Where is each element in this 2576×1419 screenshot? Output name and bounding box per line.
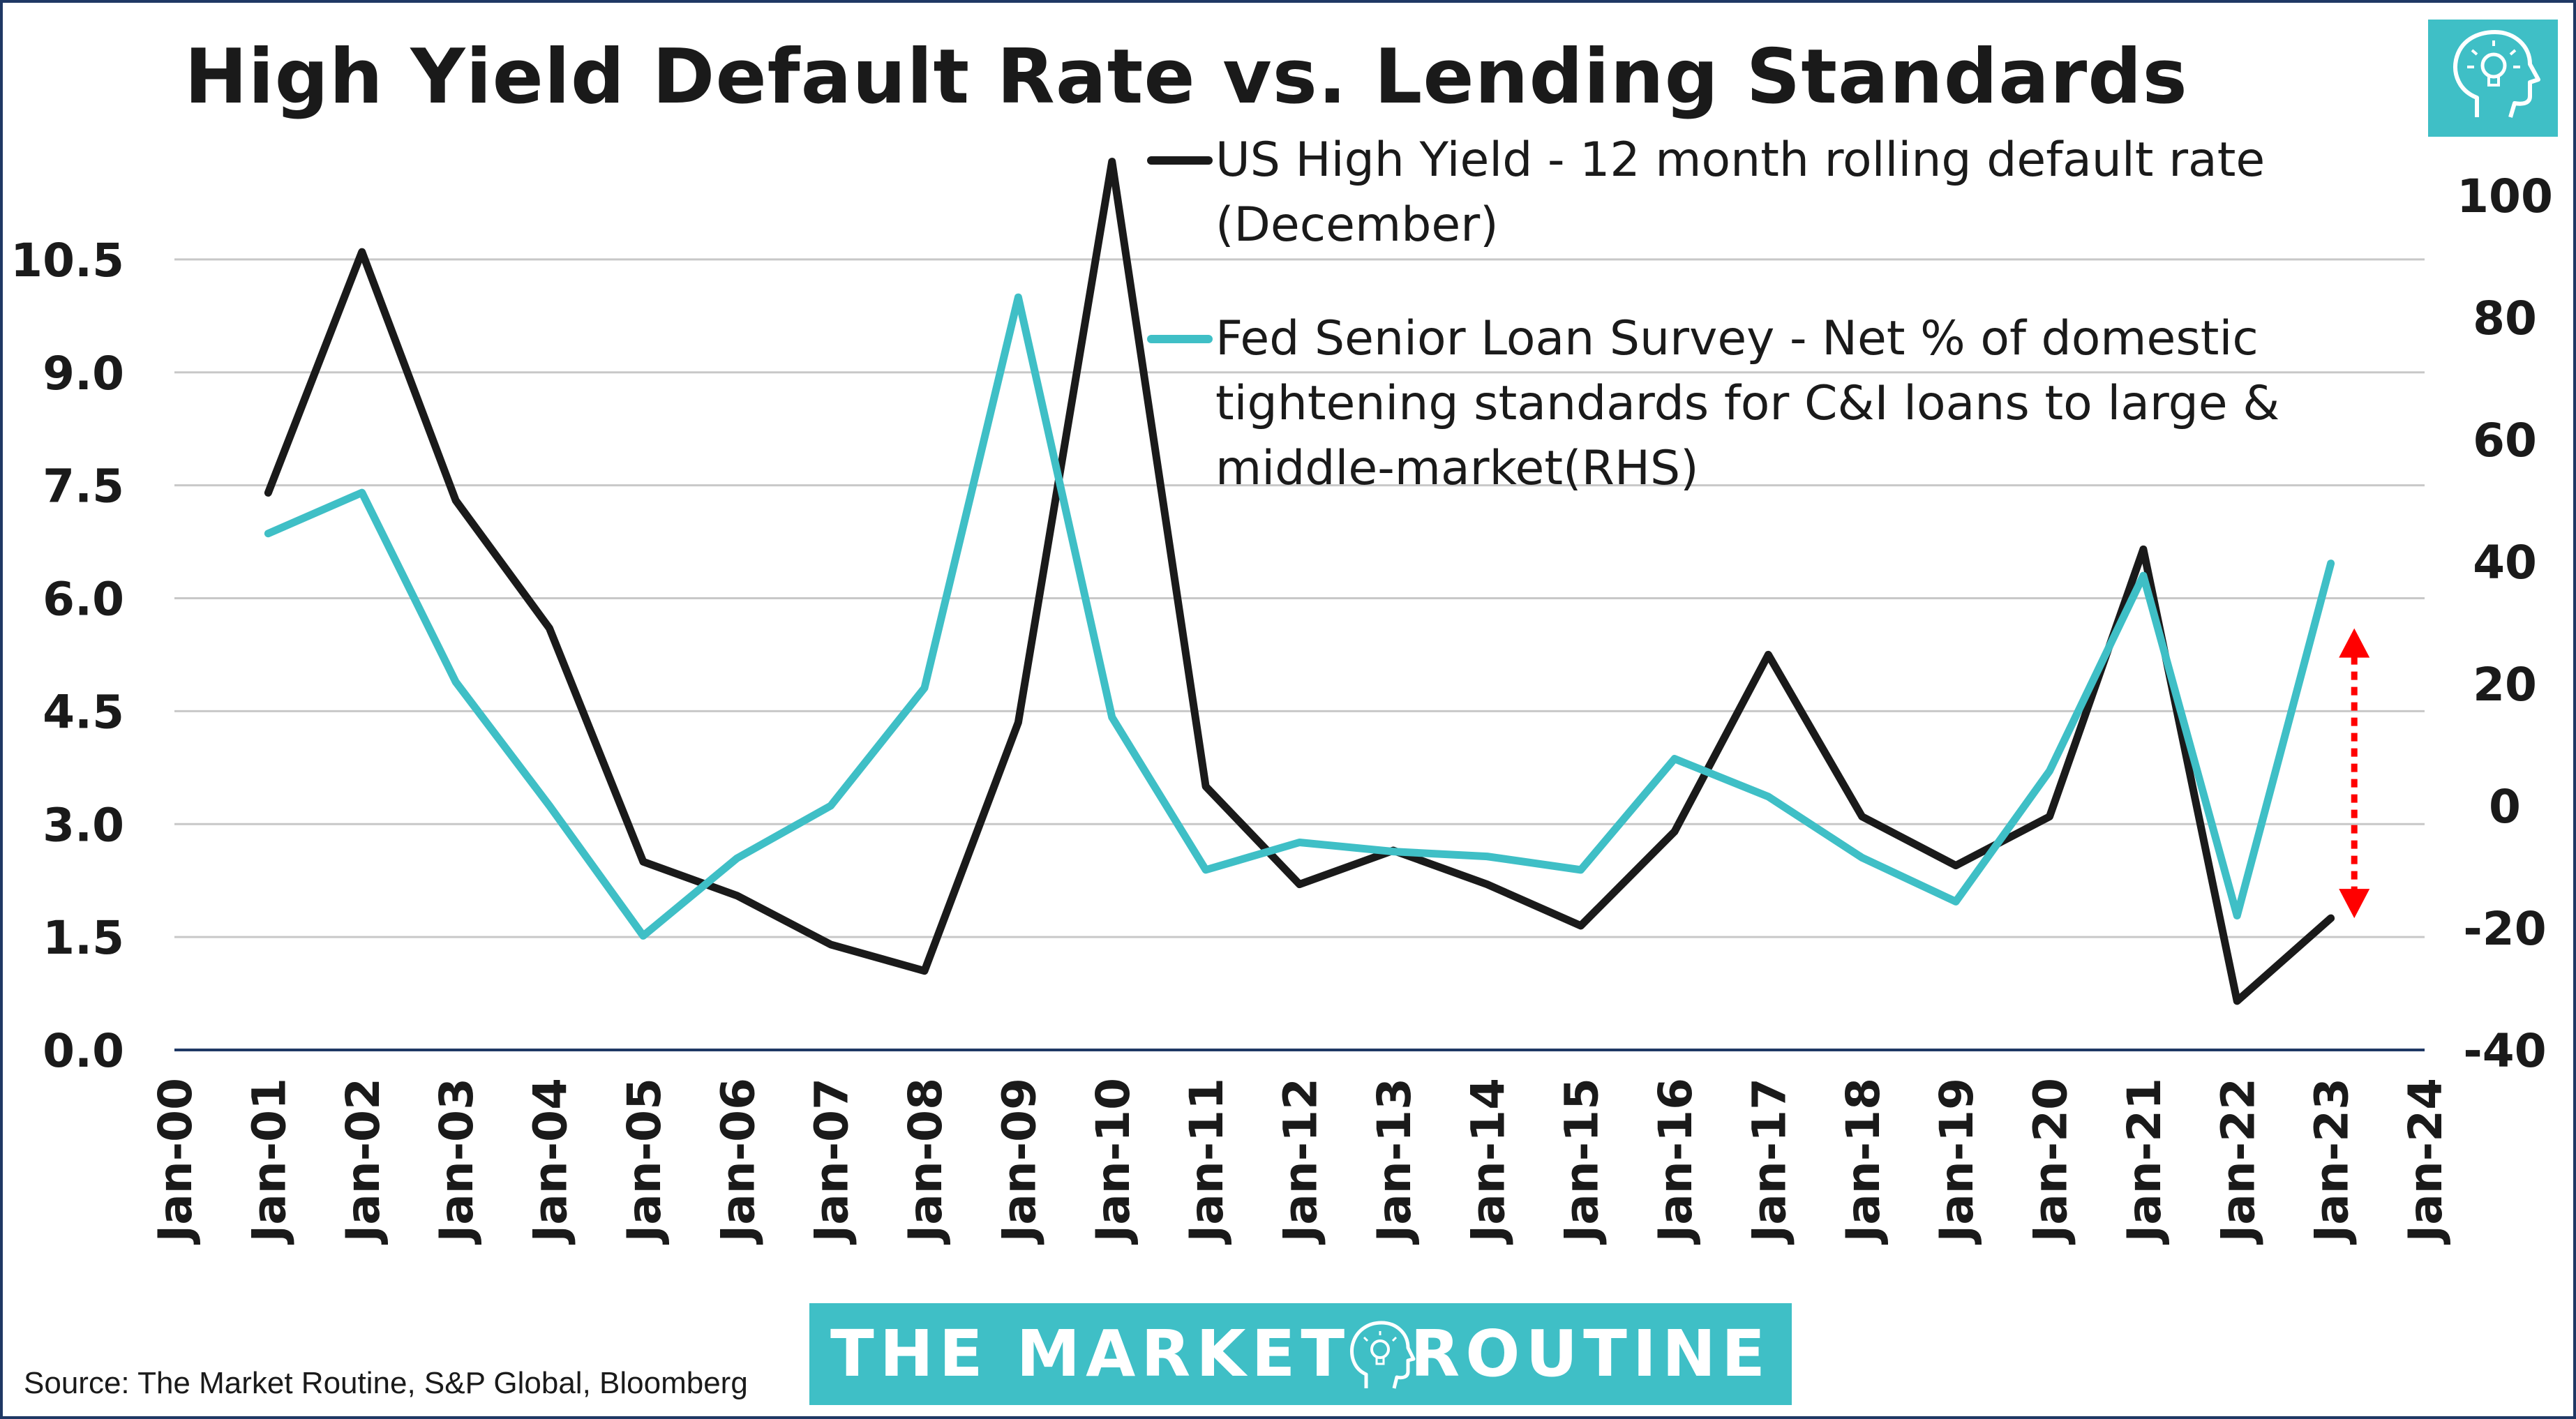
brand-logo-icon: [2428, 20, 2558, 137]
right-axis-tick-label: 0: [2489, 780, 2521, 834]
legend-entry-text: US High Yield - 12 month rolling default…: [1215, 133, 2265, 188]
x-axis-tick-label: Jan-00: [149, 1078, 202, 1245]
x-axis-tick-label: Jan-08: [899, 1078, 952, 1245]
x-axis-tick-label: Jan-09: [992, 1078, 1046, 1245]
series-line-loan-survey: [264, 293, 2335, 940]
left-axis-tick-label: 4.5: [43, 685, 124, 739]
x-axis-tick-label: Jan-24: [2399, 1078, 2453, 1245]
x-axis-tick-label: Jan-15: [1555, 1078, 1609, 1245]
series-line-default-rate: [264, 158, 2335, 1005]
x-axis-tick-label: Jan-06: [711, 1078, 765, 1245]
right-axis-tick-label: 40: [2473, 536, 2537, 590]
x-axis-tick-label: Jan-02: [336, 1078, 390, 1245]
head-lightbulb-icon: [1350, 1321, 1416, 1389]
x-axis-tick-label: Jan-04: [524, 1078, 578, 1245]
right-axis-tick-label: -40: [2463, 1024, 2546, 1078]
x-axis-tick-label: Jan-05: [617, 1078, 671, 1245]
left-axis-tick-label: 7.5: [43, 460, 124, 513]
left-axis-ticks: 0.0 1.5 3.0 4.5 6.0 7.5 9.0 10.5: [10, 234, 124, 1078]
double-arrow-annotation: [2339, 628, 2370, 919]
left-axis-tick-label: 9.0: [43, 347, 124, 400]
right-axis-tick-label: 60: [2473, 414, 2537, 467]
right-axis-tick-label: 100: [2457, 170, 2553, 223]
x-axis-tick-label: Jan-17: [1742, 1078, 1796, 1245]
annotation-arrowhead-down: [2339, 889, 2370, 919]
x-axis-ticks: Jan-00 Jan-01 Jan-02 Jan-03 Jan-04 Jan-05 Jan-…: [149, 1078, 2453, 1245]
left-axis-tick-label: 1.5: [43, 911, 124, 965]
legend-entry-text: tightening standards for C&I loans to la…: [1215, 376, 2279, 431]
legend-entry-text: (December): [1215, 197, 1499, 253]
chart-title: High Yield Default Rate vs. Lending Stan…: [184, 33, 2188, 121]
brand-text-left: THE MARKET: [830, 1316, 1351, 1391]
gridlines: [174, 258, 2425, 1051]
x-axis-tick-label: Jan-18: [1836, 1078, 1890, 1245]
left-axis-tick-label: 3.0: [43, 798, 124, 852]
x-axis-tick-label: Jan-16: [1649, 1078, 1702, 1245]
x-axis-tick-label: Jan-14: [1461, 1078, 1515, 1245]
x-axis-tick-label: Jan-21: [2118, 1078, 2171, 1245]
right-axis-ticks: -40 -20 0 20 40 60 80 100: [2457, 170, 2553, 1078]
series-lines: [264, 158, 2335, 1005]
x-axis-tick-label: Jan-22: [2211, 1078, 2265, 1245]
x-axis-tick-label: Jan-20: [2024, 1078, 2078, 1245]
left-axis-tick-label: 6.0: [43, 573, 124, 626]
legend-entry-text: Fed Senior Loan Survey - Net % of domest…: [1215, 311, 2259, 366]
right-axis-tick-label: -20: [2463, 902, 2546, 956]
left-axis-tick-label: 0.0: [43, 1024, 124, 1078]
x-axis-tick-label: Jan-11: [1180, 1078, 1234, 1245]
x-axis-tick-label: Jan-01: [242, 1078, 296, 1245]
left-axis-tick-label: 10.5: [10, 234, 124, 287]
legend: US High Yield - 12 month rolling default…: [1147, 133, 2279, 496]
x-axis-tick-label: Jan-12: [1274, 1078, 1328, 1245]
x-axis-tick-label: Jan-10: [1086, 1078, 1140, 1245]
legend-entry-text: middle-market(RHS): [1215, 441, 1699, 496]
source-note: Source: The Market Routine, S&P Global, …: [24, 1366, 748, 1400]
x-axis-tick-label: Jan-03: [430, 1078, 484, 1245]
right-axis-tick-label: 80: [2473, 292, 2537, 345]
x-axis-tick-label: Jan-07: [805, 1078, 859, 1245]
brand-text-right: ROUTINE: [1410, 1316, 1771, 1391]
right-axis-tick-label: 20: [2473, 658, 2537, 712]
annotation-arrowhead-up: [2339, 628, 2370, 658]
x-axis-tick-label: Jan-23: [2305, 1078, 2359, 1245]
x-axis-tick-label: Jan-19: [1930, 1078, 1984, 1245]
x-axis-tick-label: Jan-13: [1368, 1078, 1421, 1245]
brand-banner: THE MARKET ROUTINE: [809, 1303, 1792, 1405]
